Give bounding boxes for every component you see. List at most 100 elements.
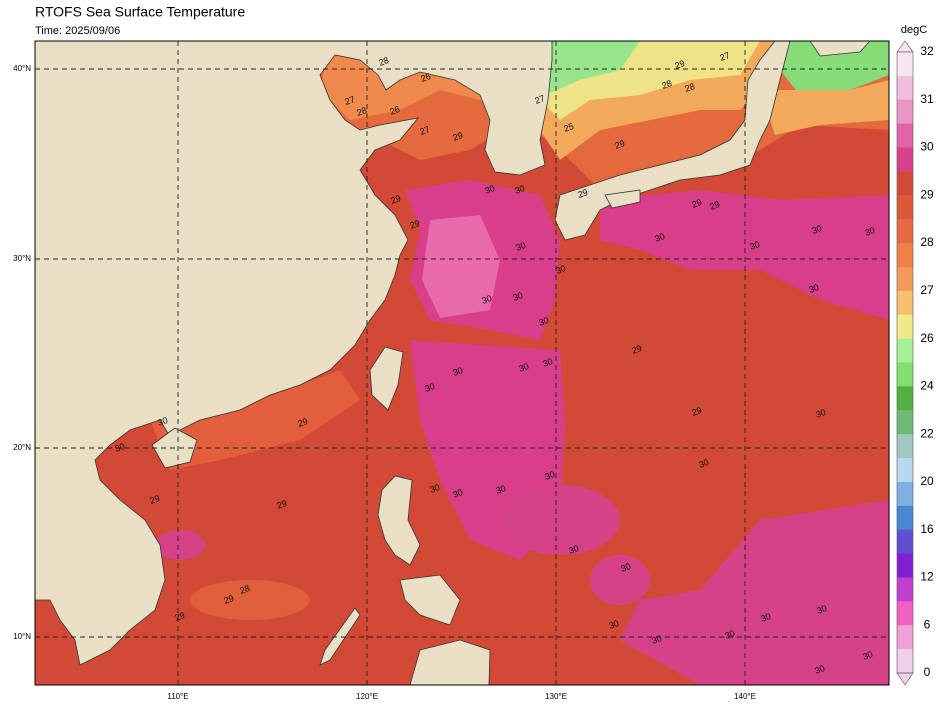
contour-label: 28 [660,78,673,91]
warm-band [150,370,360,470]
colorbar-swatch [897,195,913,220]
contour-label: 30 [511,290,524,303]
colorbar-swatch [897,147,913,172]
contour-label: 30 [156,415,169,428]
hokkaido [809,41,871,57]
contour-label: 30 [619,561,632,574]
contour-label: 30 [423,381,436,394]
contour-label: 29 [673,58,686,71]
colorbar-label: 28 [920,235,934,249]
colorbar-swatch [897,290,913,316]
contour-label: 30 [650,633,663,646]
hot-patch [620,500,889,685]
contour-label: 30 [607,618,620,631]
colorbar-swatch [897,649,913,674]
contour-label: 30 [567,543,580,556]
colorbar-swatch [897,99,913,125]
contour-label: 28 [355,105,368,118]
contour-label: 29 [275,498,288,511]
subtitle: Time: 2025/09/06 [35,25,120,37]
colorbar-swatch [897,529,913,555]
colorbar-swatch [897,601,913,626]
mindanao [409,639,491,685]
contour-label: 30 [517,361,530,374]
colorbar-label: 27 [920,283,934,297]
contour-label: 30 [513,183,526,196]
contour-label: 30 [480,293,493,306]
colorbar-label: 6 [924,617,931,631]
colorbar-swatch [897,386,913,411]
contour-label: 28 [238,583,251,596]
colorbar-swatch [897,577,913,602]
colorbar-label: 30 [920,140,934,154]
contour-label: 30 [543,469,556,482]
warm-band [760,80,889,135]
colorbar-end [896,672,914,686]
contour-label: 27 [418,124,431,137]
hot-patch [155,530,205,560]
contour-label: 30 [541,356,554,369]
colorbar-swatch [897,266,913,292]
contour-label: 30 [810,223,823,236]
contour-label: 30 [813,663,826,676]
contour-label: 27 [343,94,356,107]
contour-label: 29 [148,493,161,506]
colorbar-swatch [897,75,913,101]
mainland [35,41,553,666]
colorbar-swatch [897,219,913,244]
contour-label: 30 [748,239,761,252]
colorbar-label: 12 [920,570,934,584]
colorbar-swatch [897,362,913,387]
lon-label: 120°E [356,692,378,701]
contour-label: 29 [222,593,235,606]
contour-label: 29 [296,416,309,429]
contour-label: 29 [389,193,402,206]
colorbar-swatch [897,434,913,459]
lon-label: 140°E [734,692,756,701]
contour-label: 29 [613,138,626,151]
cool-band [780,41,889,95]
contour-label: 25 [562,121,575,134]
contour-label: 30 [554,263,567,276]
contour-label: 30 [723,628,736,641]
colorbar-label: 32 [920,44,934,58]
contour-label: 27 [718,50,731,63]
colorbar-swatch [897,171,913,196]
hot-patch [422,215,500,318]
visayas [399,574,461,626]
lon-label: 110°E [167,692,188,701]
contour-label: 29 [708,199,721,212]
land [35,41,871,685]
colorbar-label: 22 [920,426,934,440]
contour-label: 30 [451,487,464,500]
colorbar-swatch [897,505,913,531]
colorbar-swatch [897,553,913,578]
contour-label: 30 [814,407,827,420]
luzon [377,475,421,566]
colorbar-swatch [897,458,913,483]
colorbar-label: 20 [920,474,934,488]
contour-label: 29 [408,218,421,231]
contour-label: 26 [388,104,401,117]
colorbar-label: 24 [920,379,934,393]
colorbar-swatch [897,625,913,650]
map [35,41,889,685]
contour-label: 30 [113,441,126,454]
contour-label: 30 [697,457,710,470]
contour-label: 30 [815,603,828,616]
colorbar-frame [896,51,914,674]
lat-label: 40°N [13,64,31,73]
contour-label: 30 [863,225,876,238]
japan [554,41,791,241]
colorbar-swatch [897,410,913,435]
contour-label: 28 [377,55,390,68]
colorbar-label: 26 [920,331,934,345]
colorbar-swatch [897,338,913,363]
contour-label: 30 [451,365,464,378]
contour-label: 30 [514,240,527,253]
lat-label: 10°N [13,632,31,641]
contour-label: 29 [576,187,589,200]
contour-label: 29 [690,197,703,210]
